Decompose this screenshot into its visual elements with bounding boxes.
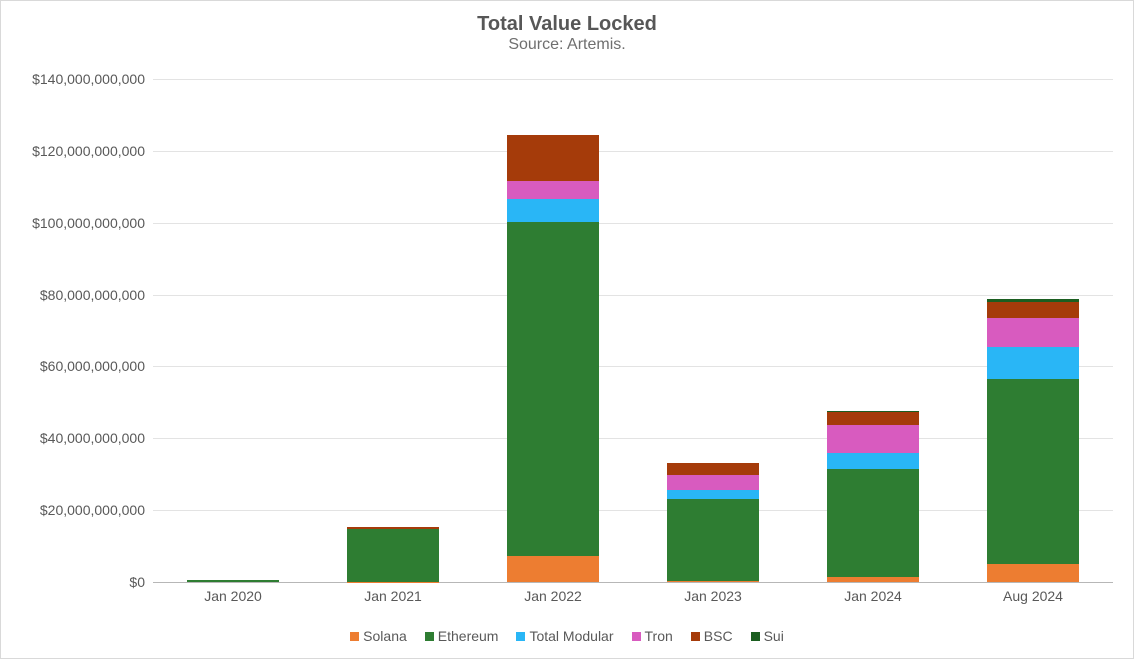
legend-item: BSC (691, 628, 733, 644)
bar-segment (507, 135, 600, 181)
chart-subtitle: Source: Artemis. (1, 36, 1133, 54)
x-tick-label: Jan 2022 (524, 582, 582, 604)
gridline (153, 223, 1113, 224)
legend-item: Tron (632, 628, 673, 644)
gridline (153, 510, 1113, 511)
y-tick-label: $80,000,000,000 (40, 287, 153, 303)
legend-item: Solana (350, 628, 407, 644)
legend-item: Ethereum (425, 628, 499, 644)
x-tick-label: Aug 2024 (1003, 582, 1063, 604)
bar-segment (347, 529, 440, 582)
bar-segment (507, 181, 600, 199)
x-tick-label: Jan 2024 (844, 582, 902, 604)
legend-swatch (350, 632, 359, 641)
bar-segment (987, 302, 1080, 318)
legend-item: Total Modular (516, 628, 613, 644)
x-tick-label: Jan 2023 (684, 582, 742, 604)
legend-swatch (516, 632, 525, 641)
bar-segment (827, 425, 920, 454)
legend-label: Solana (363, 628, 407, 644)
bar-segment (667, 475, 760, 489)
bar-segment (987, 318, 1080, 347)
bar (827, 411, 920, 582)
bar-segment (507, 222, 600, 556)
gridline (153, 79, 1113, 80)
legend-item: Sui (751, 628, 784, 644)
legend-label: BSC (704, 628, 733, 644)
bar-segment (827, 453, 920, 468)
plot-area: $0$20,000,000,000$40,000,000,000$60,000,… (153, 79, 1113, 582)
bar-segment (827, 412, 920, 425)
bar-segment (987, 564, 1080, 582)
gridline (153, 366, 1113, 367)
chart-title: Total Value Locked (1, 13, 1133, 36)
bar-segment (667, 490, 760, 500)
y-tick-label: $140,000,000,000 (32, 71, 153, 87)
y-tick-label: $0 (129, 574, 153, 590)
bar-segment (667, 463, 760, 476)
bar-segment (827, 469, 920, 577)
legend-swatch (751, 632, 760, 641)
x-tick-label: Jan 2020 (204, 582, 262, 604)
bar-segment (987, 347, 1080, 379)
gridline (153, 295, 1113, 296)
x-tick-label: Jan 2021 (364, 582, 422, 604)
bar-segment (507, 556, 600, 582)
bar-segment (667, 499, 760, 581)
x-axis-line (153, 582, 1113, 583)
legend-label: Sui (764, 628, 784, 644)
bar (667, 463, 760, 582)
bar (507, 135, 600, 582)
legend: Solana Ethereum Total Modular Tron BSC Sui (1, 628, 1133, 644)
gridline (153, 151, 1113, 152)
legend-label: Total Modular (529, 628, 613, 644)
legend-swatch (632, 632, 641, 641)
legend-swatch (425, 632, 434, 641)
bar (987, 299, 1080, 582)
y-tick-label: $120,000,000,000 (32, 143, 153, 159)
tvl-chart: Total Value LockedSource: Artemis.$0$20,… (0, 0, 1134, 659)
legend-label: Ethereum (438, 628, 499, 644)
y-tick-label: $60,000,000,000 (40, 358, 153, 374)
chart-title-block: Total Value LockedSource: Artemis. (1, 13, 1133, 54)
bar-segment (987, 379, 1080, 564)
y-tick-label: $40,000,000,000 (40, 430, 153, 446)
y-tick-label: $20,000,000,000 (40, 502, 153, 518)
gridline (153, 438, 1113, 439)
bar-segment (507, 199, 600, 222)
legend-label: Tron (645, 628, 673, 644)
legend-swatch (691, 632, 700, 641)
bar (347, 527, 440, 582)
y-tick-label: $100,000,000,000 (32, 215, 153, 231)
